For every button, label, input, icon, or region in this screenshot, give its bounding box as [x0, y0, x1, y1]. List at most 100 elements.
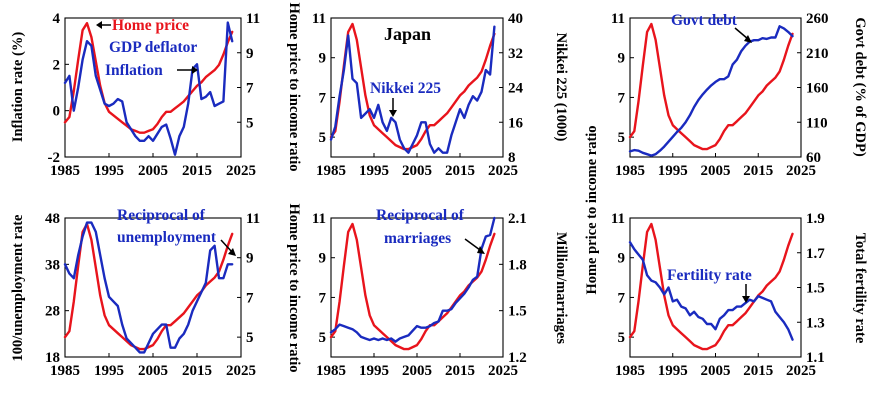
- panel-inflation: Inflation rate (%) Home price to income …: [10, 2, 302, 179]
- y-right-tick-label: 1.7: [806, 246, 825, 262]
- x-tick-label: 2005: [701, 163, 731, 179]
- y-right-tick-label: 5: [246, 115, 254, 131]
- y-left-tick-label: -2: [48, 150, 61, 166]
- x-tick-label: 1995: [94, 363, 124, 379]
- series-lines: [329, 22, 496, 154]
- y-axis-right-label: Home price to income ratio: [286, 2, 302, 171]
- x-tick-label: 2005: [402, 163, 432, 179]
- y-right-tick-label: 1.3: [806, 315, 825, 331]
- y-right-tick-label: 210: [806, 46, 829, 62]
- x-tick-label: 2025: [226, 163, 256, 179]
- nikkei-annotation: Nikkei 225: [370, 80, 441, 97]
- x-tick-label: 2015: [445, 163, 475, 179]
- x-tick-label: 2015: [182, 363, 212, 379]
- home-price-annotation: Home price: [112, 17, 189, 34]
- x-tick-label: 2025: [786, 363, 816, 379]
- y-left-tick-label: 7: [618, 90, 626, 106]
- y-right-tick-label: 60: [806, 150, 821, 166]
- series-lines: [329, 216, 496, 351]
- fertility-arrowhead: [742, 296, 750, 303]
- govt-debt-annotation: Govt debt: [671, 12, 738, 29]
- home-price-line: [628, 222, 794, 351]
- x-tick-label: 1995: [94, 163, 124, 179]
- y-axis-left-label: Inflation rate (%): [10, 32, 26, 143]
- y-left-tick-label: 7: [319, 290, 327, 306]
- y-right-tick-label: 160: [806, 81, 829, 97]
- govt-debt-arrow: [734, 27, 749, 40]
- x-tick-label: 1985: [316, 163, 346, 179]
- home-price-line: [63, 22, 234, 134]
- y-left-tick-label: 11: [611, 11, 625, 27]
- axis-ticks: 1985 1995 2005 2015 2025 -2 0 2 4 5 7 9 11: [48, 11, 261, 179]
- blue-series-line: [329, 25, 496, 154]
- nikkei-arrowhead: [389, 110, 397, 117]
- y-right-tick-label: 2.1: [508, 211, 527, 227]
- govt-debt-arrowhead: [744, 35, 752, 43]
- unemployment-arrow: [220, 239, 233, 253]
- x-tick-label: 2015: [445, 363, 475, 379]
- series-lines: [628, 22, 794, 157]
- home-price-line: [628, 22, 794, 151]
- inflation-arrowhead: [192, 66, 198, 74]
- blue-series-line: [628, 25, 794, 157]
- y-left-tick-label: 28: [45, 304, 60, 320]
- y-axis-right-label: Nikkei 225 (1000): [553, 33, 569, 142]
- y-right-tick-label: 40: [508, 11, 523, 27]
- panel-unemployment: 100/unemployment rate Home price to inco…: [10, 203, 302, 379]
- y-left-tick-label: 5: [618, 130, 626, 146]
- x-tick-label: 2025: [488, 163, 518, 179]
- home-price-line: [329, 22, 496, 151]
- y-axis-right-label: Million/marriages: [553, 232, 569, 344]
- y-axis-left-label: Home price to income ratio: [584, 125, 600, 294]
- x-tick-label: 1995: [658, 363, 688, 379]
- x-tick-label: 2005: [138, 363, 168, 379]
- x-tick-label: 1995: [658, 163, 688, 179]
- y-left-tick-label: 18: [45, 350, 60, 366]
- y-left-tick-label: 5: [319, 130, 327, 146]
- x-tick-label: 1985: [50, 163, 80, 179]
- fertility-annotation: Fertility rate: [667, 267, 752, 284]
- y-left-tick-label: 5: [618, 330, 626, 346]
- home-price-arrowhead: [96, 21, 102, 29]
- series-lines: [63, 21, 234, 156]
- gdp-deflator-annotation: GDP deflator: [109, 39, 197, 56]
- y-axis-left-label: 100/unemployment rate: [10, 214, 26, 362]
- axis-ticks: 1985 1995 2005 2015 2025 5 7 9 11 1.1 1.3 1.5 1.7 1.9: [611, 211, 825, 379]
- y-right-tick-label: 7: [246, 290, 254, 306]
- panel-marriages: Million/marriages 1985 1995 2005 2015 2025 5 7…: [312, 207, 569, 379]
- y-left-tick-label: 9: [319, 251, 327, 267]
- x-tick-label: 2015: [743, 363, 773, 379]
- y-left-tick-label: 5: [319, 330, 327, 346]
- y-left-tick-label: 7: [618, 290, 626, 306]
- y-right-tick-label: 1.5: [508, 304, 527, 320]
- axis-ticks: 1985 1995 2005 2015 2025 5 7 9 11 1.2 1.5 1.8 2.1: [312, 211, 527, 379]
- y-left-tick-label: 9: [618, 51, 626, 67]
- y-left-tick-label: 38: [45, 257, 60, 273]
- y-left-tick-label: 9: [319, 51, 327, 67]
- axis-ticks: 1985 1995 2005 2015 2025 18 28 38 48 5 7 9 11: [45, 211, 260, 379]
- reciprocal-marriages-annotation-2: marriages: [384, 230, 451, 247]
- y-right-tick-label: 110: [806, 115, 828, 131]
- x-tick-label: 1995: [359, 163, 389, 179]
- y-right-tick-label: 1.8: [508, 257, 527, 273]
- y-right-tick-label: 1.5: [806, 281, 825, 297]
- series-lines: [628, 222, 794, 351]
- y-axis-right-label: Total fertility rate: [852, 233, 868, 344]
- y-left-tick-label: 11: [312, 11, 326, 27]
- y-left-tick-label: 11: [611, 211, 625, 227]
- x-tick-label: 2015: [182, 163, 212, 179]
- y-left-tick-label: 9: [618, 251, 626, 267]
- blue-series-line: [63, 21, 234, 156]
- inflation-annotation: Inflation: [105, 62, 163, 79]
- panel-title-japan: Japan: [384, 24, 431, 44]
- y-right-tick-label: 1.2: [508, 350, 527, 366]
- reciprocal-marriages-annotation-1: Reciprocal of: [376, 207, 465, 224]
- y-right-tick-label: 1.1: [806, 350, 825, 366]
- y-left-tick-label: 2: [53, 57, 61, 73]
- blue-series-line: [628, 241, 794, 341]
- x-tick-label: 2005: [138, 163, 168, 179]
- y-right-tick-label: 11: [246, 11, 260, 27]
- y-axis-right-label: Home price to income ratio: [286, 203, 302, 372]
- x-tick-label: 2005: [701, 363, 731, 379]
